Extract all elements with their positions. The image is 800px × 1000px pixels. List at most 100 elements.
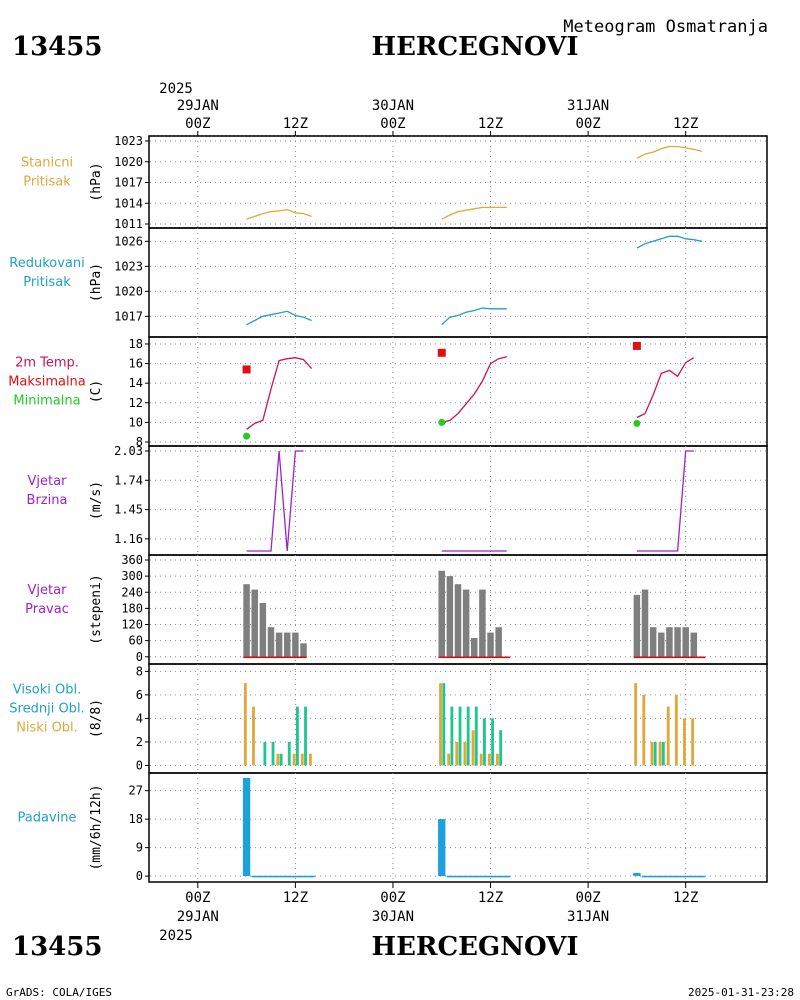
panel-frame bbox=[148, 445, 768, 556]
panel-label: Redukovani bbox=[9, 256, 84, 271]
panel-pravac: 0 60 120 180 240 300 360 (stepeni) Vjetar Pravac bbox=[25, 553, 768, 665]
y-tick-label: 8 bbox=[136, 435, 143, 449]
credit-text: GrADS: COLA/IGES bbox=[6, 986, 112, 999]
y-tick-label: 1.16 bbox=[114, 532, 143, 546]
bar bbox=[495, 627, 502, 657]
max-temp-marker bbox=[242, 365, 251, 374]
y-tick-label: 2 bbox=[136, 735, 143, 749]
bar bbox=[458, 706, 462, 766]
y-tick-label: 1020 bbox=[114, 155, 143, 169]
top-date-label: 30JAN bbox=[372, 98, 414, 114]
y-tick-label: 1017 bbox=[114, 176, 143, 190]
top-hour-label: 12Z bbox=[283, 116, 308, 132]
y-axis-label: (C) bbox=[89, 380, 104, 403]
series-line bbox=[246, 357, 313, 430]
station-name-top: HERCEGNOVI bbox=[372, 32, 579, 62]
top-date-label: 31JAN bbox=[567, 98, 609, 114]
bar bbox=[447, 753, 451, 766]
panel-label: Vjetar bbox=[28, 474, 68, 489]
bar bbox=[499, 730, 503, 766]
bar bbox=[483, 718, 486, 766]
bar bbox=[275, 632, 283, 657]
series-line bbox=[441, 206, 507, 220]
y-axis-label: (8/8) bbox=[89, 699, 104, 738]
y-tick-label: 16 bbox=[129, 357, 143, 371]
bar bbox=[463, 741, 467, 766]
bar bbox=[295, 706, 299, 766]
bar bbox=[658, 741, 662, 766]
bar bbox=[683, 718, 686, 766]
y-tick-label: 27 bbox=[129, 784, 143, 798]
bar bbox=[446, 576, 454, 657]
top-year: 2025 bbox=[159, 81, 193, 97]
y-axis-label: (hPa) bbox=[89, 162, 104, 201]
bar bbox=[658, 632, 665, 657]
y-axis-label: (stepeni) bbox=[89, 574, 104, 644]
bar bbox=[243, 683, 247, 766]
bar bbox=[300, 753, 304, 766]
bar bbox=[649, 627, 657, 657]
y-tick-label: 1.74 bbox=[114, 473, 143, 487]
y-tick-label: 1011 bbox=[114, 217, 143, 231]
max-temp-marker bbox=[437, 348, 446, 357]
panel-label: Srednji Obl. bbox=[9, 702, 84, 717]
bottom-date-label: 30JAN bbox=[372, 909, 414, 925]
bottom-time-axis: 00Z 29JAN 12Z 00Z 30JAN 12Z 00Z 31JAN 12Z bbox=[177, 882, 698, 925]
panel-frame bbox=[148, 227, 768, 338]
station-name-bottom: HERCEGNOVI bbox=[372, 932, 579, 962]
bottom-hour-label: 12Z bbox=[673, 890, 698, 906]
bar bbox=[674, 627, 681, 657]
series-line bbox=[441, 356, 507, 424]
panel-label: Pritisak bbox=[23, 175, 71, 190]
y-tick-label: 1017 bbox=[114, 309, 143, 323]
bar bbox=[292, 753, 296, 766]
bar bbox=[300, 643, 307, 657]
bar bbox=[450, 706, 454, 766]
bar bbox=[292, 632, 299, 657]
bar bbox=[479, 753, 483, 766]
min-temp-marker bbox=[243, 432, 251, 440]
y-tick-label: 6 bbox=[136, 688, 143, 702]
timestamp-text: 2025-01-31-23:28 bbox=[688, 986, 794, 999]
station-id-bottom: 13455 bbox=[12, 932, 102, 962]
panel-label: Pritisak bbox=[23, 275, 71, 290]
bar bbox=[633, 594, 641, 657]
top-time-axis: 00Z 29JAN 12Z 00Z 30JAN 12Z 00Z 31JAN 12Z bbox=[149, 98, 767, 137]
bottom-hour-label: 00Z bbox=[185, 890, 210, 906]
y-tick-label: 1026 bbox=[114, 234, 143, 248]
panel-label: Padavine bbox=[18, 811, 77, 826]
bar bbox=[462, 589, 470, 657]
bar bbox=[691, 718, 695, 766]
bar bbox=[653, 741, 657, 766]
panel-oblacnost: 0 2 4 6 8 (8/8) Visoki Obl. Srednji Obl. Niski O… bbox=[9, 663, 768, 774]
bar bbox=[471, 637, 478, 657]
panel-redukovani: 1017 1020 1023 1026 (hPa) Redukovani Pritisak bbox=[9, 227, 768, 338]
panel-frame bbox=[148, 336, 768, 447]
top-hour-label: 12Z bbox=[478, 116, 503, 132]
panel-label: Niski Obl. bbox=[16, 721, 78, 736]
bar bbox=[454, 584, 462, 657]
bar bbox=[242, 778, 251, 877]
panel-frame bbox=[148, 772, 768, 883]
bottom-year: 2025 bbox=[159, 928, 193, 944]
bar bbox=[279, 753, 283, 766]
bar bbox=[661, 741, 665, 766]
bar bbox=[283, 632, 291, 657]
bar bbox=[442, 683, 446, 766]
bar bbox=[674, 694, 678, 766]
top-hour-label: 12Z bbox=[673, 116, 698, 132]
max-temp-marker bbox=[632, 341, 641, 350]
bar bbox=[487, 632, 494, 657]
y-tick-label: 18 bbox=[129, 812, 143, 826]
y-tick-label: 120 bbox=[121, 618, 143, 632]
series-line bbox=[246, 310, 312, 326]
min-temp-marker bbox=[633, 419, 641, 427]
y-tick-label: 1.45 bbox=[114, 503, 143, 517]
bar bbox=[641, 589, 649, 657]
bottom-hour-label: 00Z bbox=[380, 890, 405, 906]
y-tick-label: 240 bbox=[121, 585, 143, 599]
bar bbox=[304, 706, 307, 766]
y-axis-label: (hPa) bbox=[89, 263, 104, 302]
panel-frame bbox=[148, 135, 768, 229]
